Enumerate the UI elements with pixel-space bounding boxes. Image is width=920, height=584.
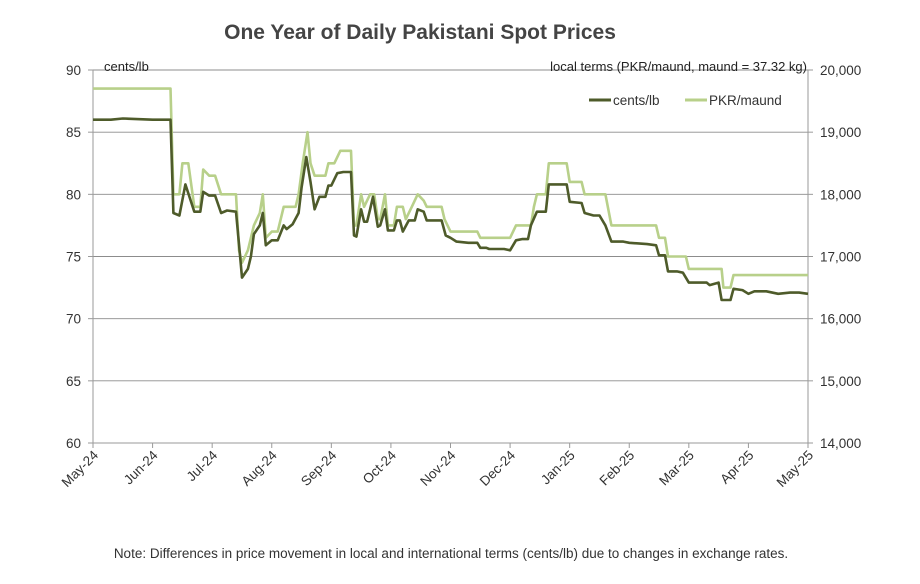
left-tick-label: 80: [66, 187, 81, 202]
right-tick-label: 14,000: [820, 436, 861, 451]
x-tick-label: Jul-24: [184, 447, 221, 484]
right-axis-ticks: 14,000 15,000 16,000 17,000 18,000 19,000 20,0…: [808, 63, 861, 451]
right-tick-label: 20,000: [820, 63, 861, 78]
right-tick-label: 19,000: [820, 125, 861, 140]
legend-label: cents/lb: [613, 93, 660, 108]
legend: cents/lb PKR/maund: [589, 93, 782, 108]
x-axis-ticks: May-24 Jun-24 Jul-24 Aug-24 Sep-24 Oct-24 Nov-…: [59, 443, 816, 490]
x-tick-label: Apr-25: [717, 448, 756, 487]
x-tick-label: Feb-25: [597, 448, 638, 489]
left-axis-ticks: 60 65 70 75 80 85 90: [66, 63, 93, 451]
right-tick-label: 18,000: [820, 187, 861, 202]
x-tick-label: Nov-24: [417, 447, 459, 489]
left-axis-label: cents/lb: [104, 59, 149, 74]
chart-title: One Year of Daily Pakistani Spot Prices: [224, 21, 616, 44]
x-tick-label: Jun-24: [121, 447, 161, 487]
footnote: Note: Differences in price movement in l…: [113, 546, 789, 561]
right-tick-label: 15,000: [820, 374, 861, 389]
right-axis-label: local terms (PKR/maund, maund = 37.32 kg…: [550, 59, 807, 74]
legend-label: PKR/maund: [709, 93, 782, 108]
left-tick-label: 60: [66, 436, 81, 451]
x-tick-label: May-25: [774, 448, 816, 490]
right-tick-label: 16,000: [820, 312, 861, 327]
left-tick-label: 70: [66, 312, 81, 327]
x-tick-label: Sep-24: [298, 447, 340, 489]
left-tick-label: 85: [66, 125, 81, 140]
x-tick-label: Mar-25: [656, 448, 697, 489]
left-tick-label: 90: [66, 63, 81, 78]
left-tick-label: 75: [66, 250, 81, 265]
x-tick-label: Aug-24: [238, 447, 280, 489]
x-tick-label: May-24: [59, 447, 102, 490]
series-layer: [93, 87, 809, 302]
left-tick-label: 65: [66, 374, 81, 389]
series-line-pkr-maund: [93, 87, 808, 289]
series-line-cents-lb: [93, 117, 809, 302]
x-tick-label: Oct-24: [360, 447, 400, 487]
x-tick-label: Jan-25: [538, 448, 578, 488]
right-tick-label: 17,000: [820, 250, 861, 265]
x-tick-label: Dec-24: [477, 447, 519, 489]
gridlines: [93, 69, 808, 382]
